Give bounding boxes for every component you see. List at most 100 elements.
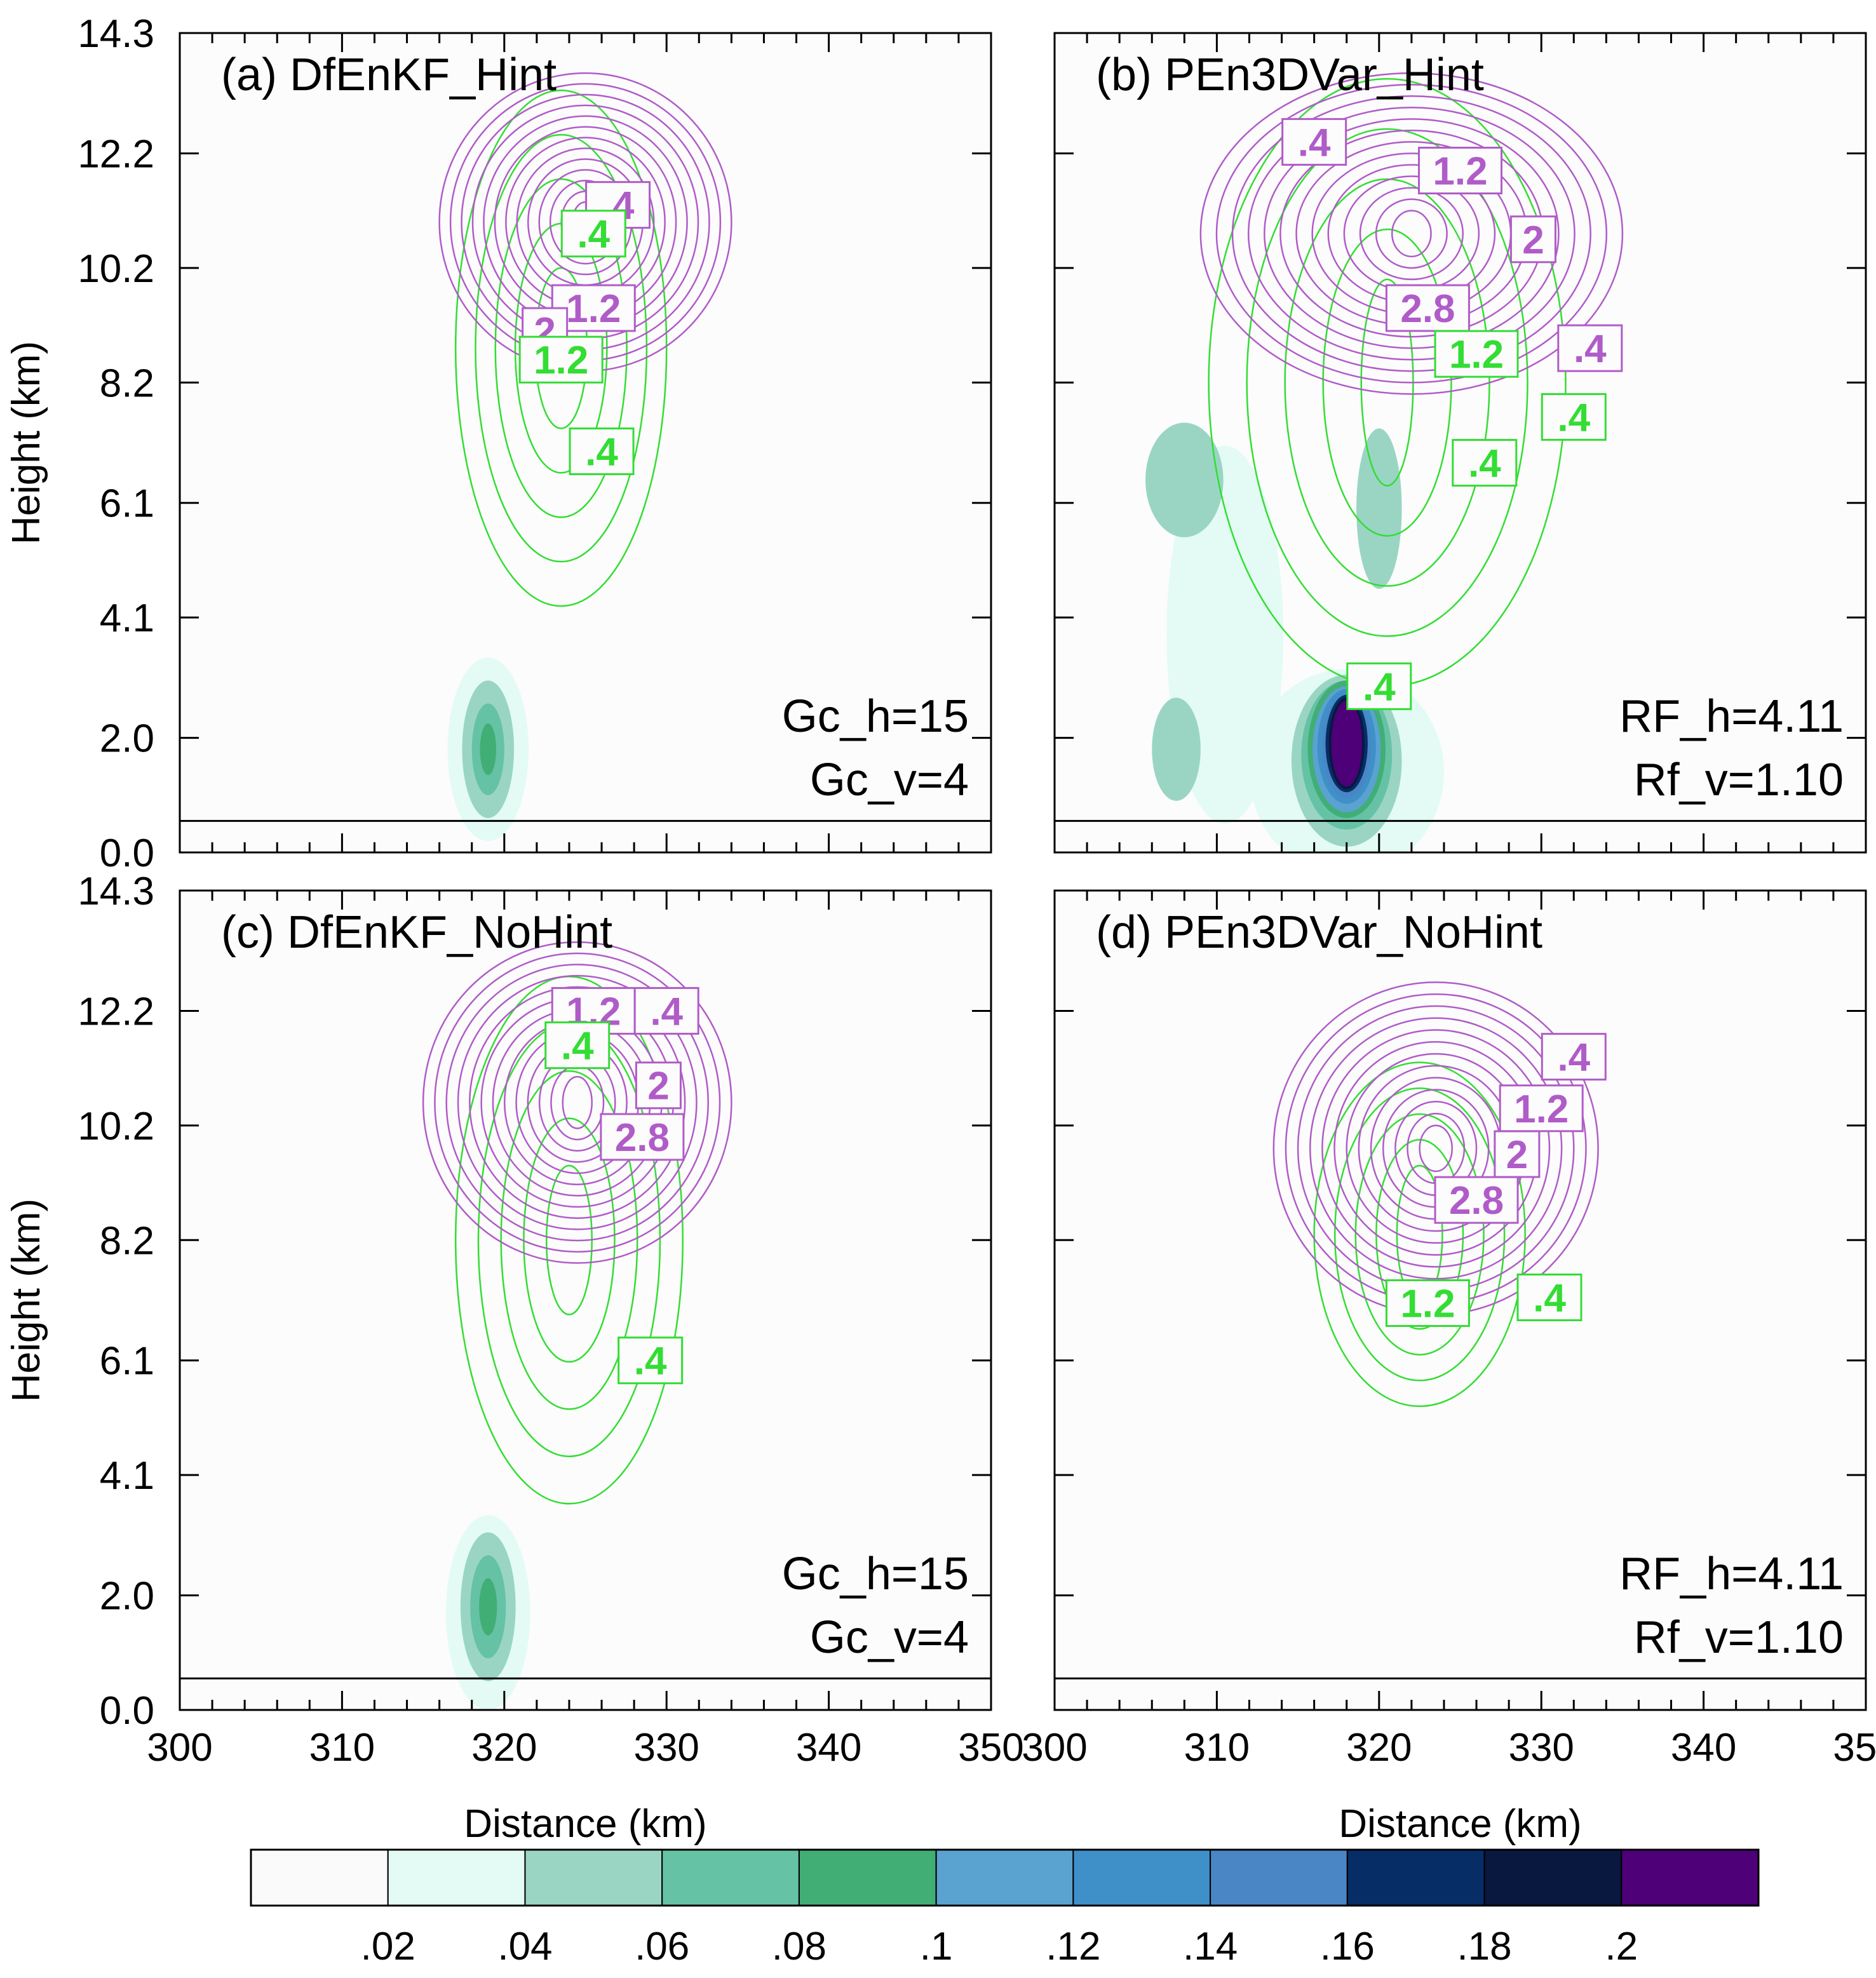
contour-label-box [1346, 662, 1412, 710]
y-tick-label: 8.2 [100, 361, 154, 405]
x-tick-label: 350 [958, 1726, 1023, 1770]
contour-label: .4 [1468, 442, 1501, 486]
panel-frame [179, 889, 992, 1711]
plot-content: .41.222.81.2.4.4.4.4 [1145, 72, 1624, 852]
x-tick-label: 330 [1508, 1726, 1574, 1770]
purple-contour [1215, 83, 1608, 384]
x-tick-label: 340 [1671, 1726, 1736, 1770]
purple-contour [1309, 1017, 1563, 1280]
contour-label: 1.2 [1514, 1087, 1569, 1131]
contour-label-box [635, 1061, 682, 1110]
purple-contour [445, 964, 710, 1242]
purple-contour [422, 941, 732, 1264]
panel-param: RF_h=4.11 [1619, 691, 1844, 742]
contour-label-box [1452, 439, 1518, 487]
y-tick-label: 6.1 [100, 1340, 154, 1383]
y-tick-label: 0.0 [100, 1689, 154, 1733]
x-axis-label: Distance (km) [464, 1802, 706, 1846]
panel-d: .41.222.81.2.4300310320330340350Distance… [1022, 889, 1876, 1846]
colorbar-segment [524, 1849, 663, 1906]
colorbar-segment [798, 1849, 937, 1906]
colorbar-label: .18 [1457, 1925, 1511, 1968]
shaded-region [479, 1578, 497, 1636]
contour-label: .4 [634, 1340, 667, 1383]
contour-label-box [1516, 1273, 1582, 1321]
panel-b: .41.222.81.2.4.4.4.4(b) PEn3DVar_HintRF_… [1053, 32, 1867, 854]
colorbar-label: .06 [635, 1925, 689, 1968]
contour-label-box [560, 210, 626, 258]
purple-contour [1419, 1124, 1453, 1173]
x-tick-label: 340 [796, 1726, 861, 1770]
panel-param: Gc_h=15 [782, 1549, 969, 1599]
contour-label-box [600, 1113, 685, 1161]
contour-label: 2.8 [615, 1116, 670, 1160]
contour-label: .4 [1574, 327, 1607, 371]
y-axis-label: Height (km) [4, 1199, 48, 1402]
y-tick-label: 4.1 [100, 596, 154, 640]
y-tick-label: 12.2 [78, 990, 154, 1033]
y-tick-label: 6.1 [100, 482, 154, 526]
colorbar: .02 .04 .06 .08 .1 .12 .14 .16 .18 .2 [250, 1848, 1760, 1968]
purple-contour [1359, 187, 1464, 281]
x-tick-label: 300 [147, 1726, 212, 1770]
shaded-region [1152, 697, 1201, 801]
panel-frame [1053, 32, 1867, 854]
plot-content: .41.222.81.2.4 [1272, 981, 1607, 1408]
contour-label: .4 [1533, 1276, 1566, 1320]
contour-label-box [1385, 284, 1470, 332]
shaded-region [1331, 700, 1362, 787]
colorbar-segment [1621, 1849, 1759, 1906]
purple-contour [457, 974, 698, 1230]
contour-label-box [544, 1021, 611, 1070]
panel-title: (d) PEn3DVar_NoHint [1096, 907, 1542, 958]
panel-title: (c) DfEnKF_NoHint [221, 907, 612, 958]
shaded-region [1356, 428, 1402, 589]
y-tick-label: 2.0 [100, 1575, 154, 1618]
panel-param: Rf_v=1.10 [1634, 755, 1844, 805]
colorbar-segment [1483, 1849, 1623, 1906]
contour-label: .4 [1298, 121, 1331, 165]
contour-label-box [1418, 147, 1502, 195]
contour-label: 2.8 [1400, 287, 1455, 331]
plot-content: 1.2.4.422.8.4 [422, 941, 732, 1710]
panel-title: (a) DfEnKF_Hint [221, 50, 557, 100]
colorbar-label: .12 [1046, 1925, 1100, 1968]
purple-contour [469, 986, 686, 1219]
y-tick-label: 14.3 [78, 12, 154, 56]
contour-label-box [1434, 1176, 1519, 1224]
contour-label: .4 [1363, 665, 1396, 709]
colorbar-segment [387, 1849, 526, 1906]
contour-label-box [1385, 1279, 1470, 1328]
y-tick-label: 10.2 [78, 247, 154, 291]
y-tick-label: 2.0 [100, 717, 154, 761]
x-tick-label: 320 [471, 1726, 537, 1770]
panel-param: Gc_v=4 [810, 1612, 969, 1663]
x-tick-label: 310 [309, 1726, 375, 1770]
green-contour [1354, 1113, 1485, 1356]
colorbar-label: .08 [772, 1925, 827, 1968]
colorbar-segment [1210, 1849, 1348, 1906]
purple-contour [1199, 72, 1624, 395]
colorbar-label: .1 [920, 1925, 953, 1968]
colorbar-label: .2 [1605, 1925, 1638, 1968]
contour-label-box [617, 1336, 684, 1385]
contour-label: 1.2 [534, 339, 588, 382]
y-tick-label: 12.2 [78, 132, 154, 176]
x-tick-label: 350 [1833, 1726, 1876, 1770]
contour-label-box [1541, 393, 1607, 441]
panel-c: 1.2.4.422.8.40.02.04.16.18.210.212.214.3… [4, 870, 1024, 1846]
purple-contour [1391, 210, 1432, 258]
y-tick-label: 10.2 [78, 1105, 154, 1148]
contour-label-box [1281, 118, 1347, 166]
panel-param: Rf_v=1.10 [1634, 1612, 1844, 1663]
purple-contour [1264, 118, 1560, 349]
contour-label-box [633, 986, 699, 1035]
contour-label: 2 [647, 1065, 669, 1108]
panel-param: Gc_v=4 [810, 755, 969, 805]
x-tick-label: 300 [1022, 1726, 1087, 1770]
contour-label: .4 [1557, 1036, 1590, 1080]
green-contour [500, 1070, 638, 1410]
panel-frame [179, 32, 992, 854]
